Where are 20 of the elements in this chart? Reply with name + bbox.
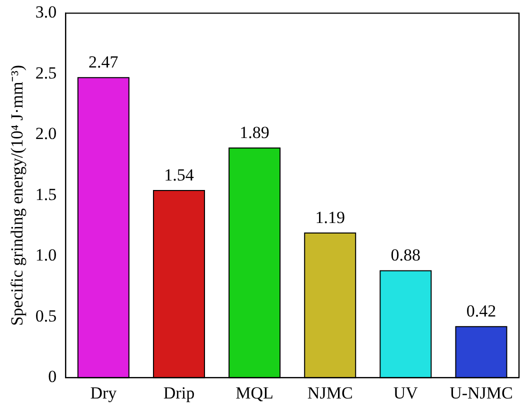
x-tick-label: Drip (163, 383, 195, 402)
y-tick-label: 1.0 (35, 246, 57, 265)
data-label: 1.54 (164, 166, 194, 185)
y-tick-label: 1.5 (35, 184, 57, 204)
y-tick-label: 2.0 (35, 124, 57, 144)
y-tick-label: 3.0 (35, 2, 57, 22)
data-label: 2.47 (88, 52, 119, 72)
y-axis-title: Specific grinding energy/(10⁴ J·mm⁻³) (8, 65, 27, 326)
y-tick-label: 0.5 (35, 306, 57, 326)
x-tick-label: NJMC (307, 383, 353, 402)
x-tick-label: UV (393, 383, 419, 402)
data-label: 0.42 (466, 302, 496, 321)
y-tick-label: 0 (48, 367, 57, 386)
data-label: 0.88 (390, 246, 421, 265)
x-tick-label: Dry (90, 383, 118, 402)
data-label: 1.89 (240, 122, 270, 142)
x-tick-label: MQL (236, 383, 274, 402)
y-tick-label: 2.5 (35, 63, 57, 82)
data-label: 1.19 (315, 208, 345, 228)
x-tick-label: U-NJMC (450, 383, 513, 402)
